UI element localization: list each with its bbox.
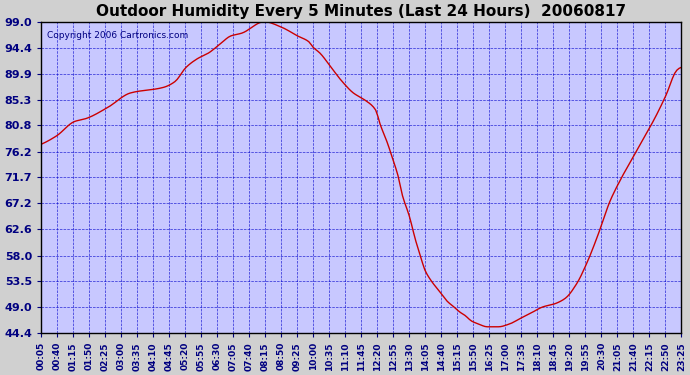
Text: Copyright 2006 Cartronics.com: Copyright 2006 Cartronics.com — [48, 31, 189, 40]
Title: Outdoor Humidity Every 5 Minutes (Last 24 Hours)  20060817: Outdoor Humidity Every 5 Minutes (Last 2… — [96, 4, 627, 19]
